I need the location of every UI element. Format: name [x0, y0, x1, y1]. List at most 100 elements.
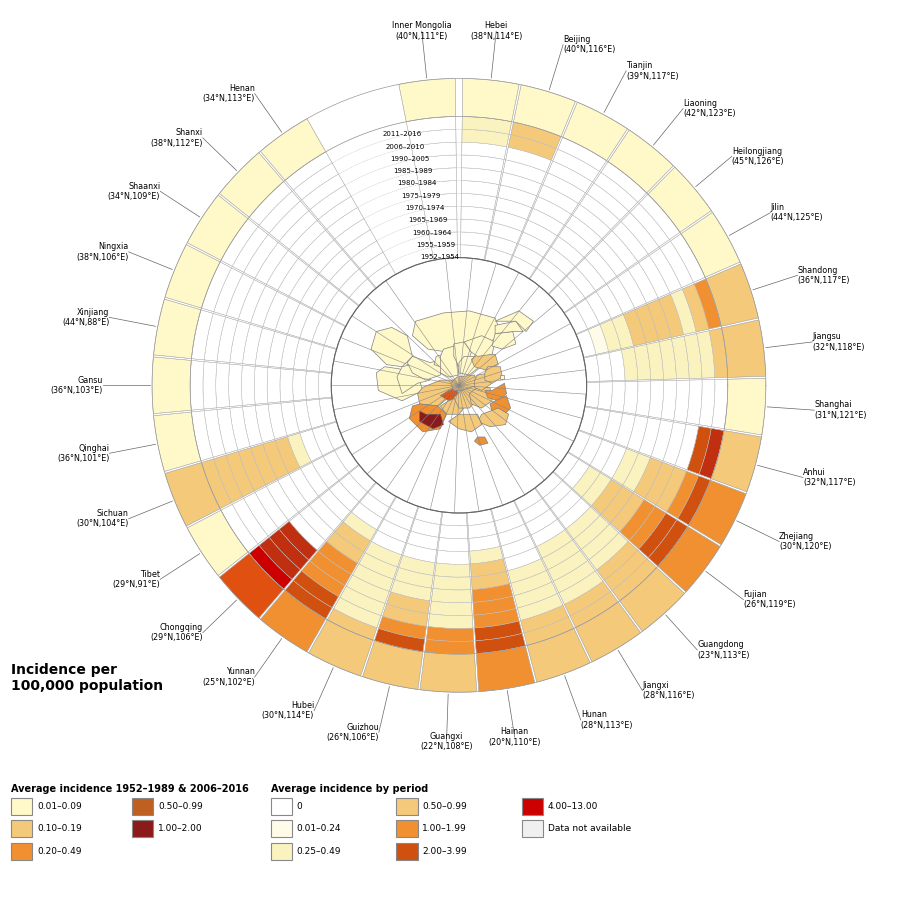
Wedge shape — [495, 197, 532, 219]
Wedge shape — [659, 294, 684, 337]
Wedge shape — [612, 449, 638, 485]
Wedge shape — [427, 626, 473, 642]
Wedge shape — [312, 315, 334, 345]
Wedge shape — [623, 381, 638, 414]
Polygon shape — [459, 356, 480, 375]
Wedge shape — [536, 529, 572, 558]
Wedge shape — [232, 498, 268, 544]
Wedge shape — [646, 342, 663, 379]
Wedge shape — [214, 455, 243, 503]
Text: 4.00–13.00: 4.00–13.00 — [548, 802, 598, 811]
Wedge shape — [441, 512, 467, 526]
Wedge shape — [328, 609, 377, 640]
Wedge shape — [670, 289, 697, 335]
Text: Hunan
(28°N,113°E): Hunan (28°N,113°E) — [580, 710, 634, 729]
Wedge shape — [467, 509, 494, 526]
Wedge shape — [644, 462, 674, 505]
Wedge shape — [562, 102, 627, 161]
Wedge shape — [429, 232, 457, 248]
Wedge shape — [437, 537, 469, 551]
Wedge shape — [585, 382, 599, 408]
Wedge shape — [335, 298, 359, 326]
Wedge shape — [564, 581, 610, 616]
Wedge shape — [558, 226, 593, 257]
Polygon shape — [371, 327, 412, 367]
Wedge shape — [543, 481, 572, 508]
Wedge shape — [594, 239, 627, 276]
Wedge shape — [310, 186, 351, 219]
Wedge shape — [468, 522, 497, 538]
Wedge shape — [352, 503, 383, 530]
Wedge shape — [469, 534, 500, 551]
Text: 1.00–2.00: 1.00–2.00 — [158, 824, 202, 834]
Wedge shape — [190, 360, 204, 410]
Wedge shape — [382, 604, 428, 626]
Wedge shape — [587, 183, 629, 220]
Text: Tianjin
(39°N,117°E): Tianjin (39°N,117°E) — [626, 61, 679, 80]
Wedge shape — [506, 147, 552, 172]
Bar — [522, 821, 544, 837]
Wedge shape — [514, 582, 557, 608]
Wedge shape — [187, 195, 248, 260]
Polygon shape — [408, 356, 444, 380]
Wedge shape — [202, 262, 231, 312]
Wedge shape — [623, 453, 651, 492]
Wedge shape — [572, 205, 611, 239]
Wedge shape — [697, 331, 715, 378]
Wedge shape — [309, 620, 373, 676]
Wedge shape — [360, 493, 390, 518]
Wedge shape — [649, 249, 681, 292]
Text: 2.00–3.99: 2.00–3.99 — [422, 846, 467, 856]
Wedge shape — [518, 232, 550, 257]
Wedge shape — [699, 379, 715, 427]
Text: Jiangsu
(32°N,118°E): Jiangsu (32°N,118°E) — [813, 332, 865, 352]
Wedge shape — [399, 79, 455, 122]
Wedge shape — [712, 379, 728, 429]
Text: Qinghai
(36°N,101°E): Qinghai (36°N,101°E) — [57, 443, 109, 463]
Wedge shape — [293, 163, 338, 200]
Wedge shape — [590, 409, 610, 439]
Polygon shape — [472, 355, 499, 370]
Wedge shape — [470, 547, 503, 564]
Wedge shape — [500, 173, 542, 196]
Wedge shape — [485, 248, 512, 267]
Wedge shape — [659, 339, 677, 379]
Text: Yunnan
(25°N,102°E): Yunnan (25°N,102°E) — [202, 667, 255, 686]
Wedge shape — [573, 515, 609, 549]
Wedge shape — [289, 514, 326, 550]
Bar — [11, 821, 32, 837]
Wedge shape — [461, 245, 487, 260]
Wedge shape — [551, 489, 581, 518]
Wedge shape — [395, 568, 433, 588]
Wedge shape — [204, 314, 226, 361]
Wedge shape — [320, 250, 351, 282]
Text: 1.00–1.99: 1.00–1.99 — [422, 824, 467, 834]
Wedge shape — [302, 561, 345, 597]
Polygon shape — [448, 414, 482, 431]
Wedge shape — [682, 284, 708, 332]
Wedge shape — [604, 550, 647, 590]
Text: 1985–1989: 1985–1989 — [393, 168, 433, 175]
Text: Shandong
(36°N,117°E): Shandong (36°N,117°E) — [797, 266, 850, 285]
Wedge shape — [598, 382, 612, 410]
Wedge shape — [461, 232, 489, 248]
Wedge shape — [461, 207, 494, 222]
Wedge shape — [165, 245, 220, 308]
Wedge shape — [544, 247, 575, 276]
Wedge shape — [319, 372, 332, 399]
Polygon shape — [434, 355, 446, 367]
Wedge shape — [599, 320, 621, 352]
Wedge shape — [724, 378, 766, 435]
Wedge shape — [320, 489, 351, 521]
Wedge shape — [289, 266, 319, 303]
Wedge shape — [379, 616, 427, 639]
Wedge shape — [242, 406, 263, 446]
Wedge shape — [299, 230, 334, 265]
Wedge shape — [687, 426, 711, 474]
Text: Jiangxi
(28°N,116°E): Jiangxi (28°N,116°E) — [643, 681, 695, 700]
Wedge shape — [424, 207, 457, 222]
Text: Chongqing
(29°N,106°E): Chongqing (29°N,106°E) — [150, 623, 202, 643]
Polygon shape — [485, 367, 502, 383]
Wedge shape — [255, 367, 268, 404]
Wedge shape — [498, 185, 536, 207]
